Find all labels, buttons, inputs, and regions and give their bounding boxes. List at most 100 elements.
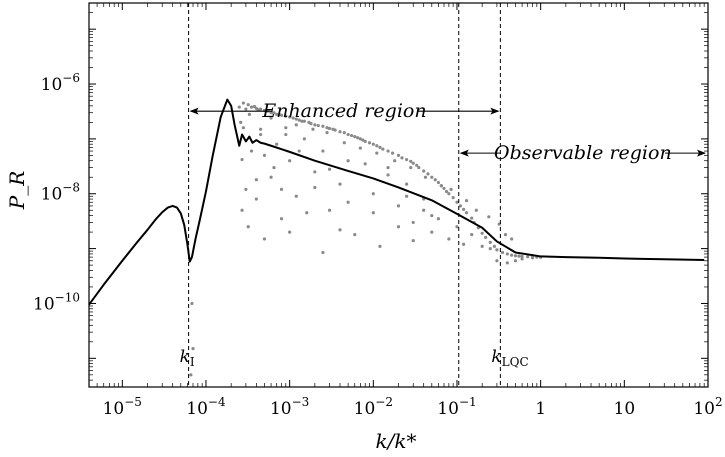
scatter-point (346, 132, 350, 137)
scatter-point (470, 216, 474, 220)
scatter-point (415, 163, 419, 167)
y-axis-title: P_R (5, 171, 29, 211)
scatter-point (458, 204, 463, 208)
scatter-point (396, 204, 401, 208)
scatter-point (279, 217, 284, 221)
scatter-point (417, 165, 421, 170)
scatter-point (447, 192, 451, 196)
scatter-point (480, 244, 484, 248)
scatter-point (405, 194, 409, 198)
scatter-point (386, 149, 390, 153)
x-tick-label: 10−2 (354, 395, 393, 419)
scatter-point (430, 213, 434, 218)
scatter-point (321, 124, 325, 128)
x-tick-label-exp: −3 (292, 395, 310, 409)
x-tick-label-base: 10 (693, 399, 715, 419)
scatter-point (455, 225, 459, 229)
scatter-point (327, 167, 332, 171)
scatter-point (510, 237, 514, 241)
scatter-point (325, 131, 329, 135)
scatter-point (363, 162, 367, 166)
scatter-point (513, 259, 518, 263)
scatter-point (237, 105, 241, 109)
scatter-point (447, 237, 451, 241)
vertical-marker-label: kLQC (491, 347, 528, 369)
scatter-point (430, 175, 434, 179)
scatter-point (325, 126, 329, 130)
scatter-point (381, 147, 385, 151)
scatter-point (495, 259, 499, 263)
scatter-point (430, 230, 434, 234)
scatter-point (520, 257, 524, 261)
x-tick-label-base: 10 (614, 399, 636, 419)
scatter-point (405, 157, 409, 162)
scatter-point (520, 254, 524, 259)
scatter-point (361, 138, 365, 142)
scatter-point (346, 159, 350, 163)
scatter-point (279, 113, 284, 117)
scatter-point (302, 119, 306, 123)
scatter-point (480, 231, 484, 235)
scatter-point (300, 119, 304, 123)
y-tick-label-base: 10 (41, 185, 63, 205)
y-tick-label: 10−8 (41, 181, 80, 205)
scatter-point (262, 153, 267, 157)
region-label: Enhanced region (261, 100, 426, 122)
x-tick-label: 10 (614, 399, 636, 419)
scatter-point (259, 132, 263, 137)
scatter-point (393, 159, 397, 163)
x-tick-label: 102 (693, 395, 722, 419)
scatter-point (316, 123, 320, 128)
region-annotations-group: Enhanced region Observable region (189, 100, 706, 164)
x-tick-label-base: 1 (535, 399, 546, 419)
scatter-point (409, 159, 413, 163)
scatter-point (371, 192, 375, 196)
scatter-point (275, 142, 279, 146)
x-axis-title-text: k/k* (376, 429, 417, 453)
scatter-point (488, 240, 492, 244)
scatter-point (288, 230, 292, 234)
scatter-point (349, 133, 354, 138)
main-line-group (88, 98, 705, 306)
x-tick-label-base: 10 (103, 399, 125, 419)
region-label: Observable region (494, 142, 672, 164)
marker-label-sub: LQC (502, 355, 529, 369)
marker-label-main: k (491, 347, 501, 367)
scatter-point (409, 165, 413, 170)
x-tick-label: 1 (535, 399, 546, 419)
scatter-point (291, 116, 295, 120)
scatter-point (436, 217, 441, 221)
scatter-point (294, 194, 298, 198)
scatter-point (487, 215, 491, 219)
scatter-point (495, 248, 499, 252)
y-axis-title-text: P_R (5, 171, 29, 211)
scatter-point (386, 173, 390, 177)
scatter-point (436, 180, 441, 185)
scatter-point (386, 165, 390, 170)
scatter-point (240, 157, 244, 162)
scatter-point (422, 208, 426, 212)
vertical-markers-group: k I kLQC (180, 3, 529, 387)
scatter-point (338, 182, 342, 186)
scatter-point (411, 161, 415, 165)
scatter-point (346, 200, 350, 204)
scatter-point (241, 101, 245, 105)
scatter-point (462, 207, 466, 211)
scatter-point (272, 111, 276, 115)
scatter-point (464, 211, 469, 215)
scatter-point (503, 233, 508, 237)
scatter-point (247, 112, 251, 116)
marker-label-sub: I (190, 355, 195, 369)
scatter-point (321, 250, 325, 255)
scatter-point (451, 196, 455, 200)
scatter-point (426, 172, 430, 176)
scatter-point (526, 255, 530, 259)
plot-frame (88, 2, 709, 388)
region-arrowhead-right (697, 149, 706, 157)
x-tick-label-base: 10 (354, 399, 376, 419)
scatter-point (462, 242, 466, 246)
scatter-point (269, 175, 273, 179)
scatter-point (492, 244, 496, 248)
region-arrowhead-left (189, 107, 199, 115)
